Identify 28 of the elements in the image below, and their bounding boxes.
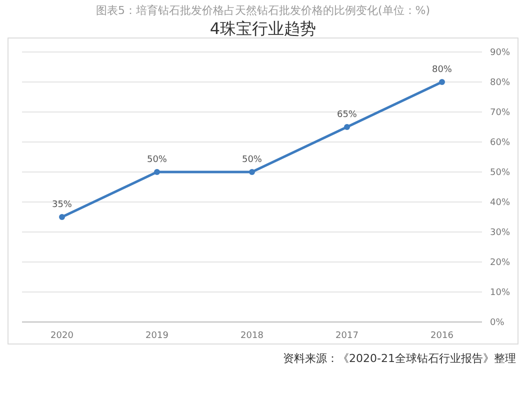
chart-subtitle: 图表5：培育钻石批发价格占天然钻石批发价格的比例变化(单位：%) (96, 4, 430, 17)
x-tick-label: 2018 (240, 331, 264, 341)
point (249, 169, 255, 175)
y-tick-label: 20% (490, 258, 510, 268)
point (154, 169, 160, 175)
y-tick-label: 90% (490, 48, 510, 58)
point (439, 79, 445, 85)
y-tick-label: 80% (490, 78, 510, 88)
data-label: 50% (242, 155, 262, 165)
data-label: 80% (432, 65, 452, 75)
x-tick-label: 2020 (50, 331, 74, 341)
x-tick-label: 2017 (336, 331, 358, 341)
x-tick-label: 2019 (146, 331, 169, 341)
point (59, 214, 65, 220)
y-tick-label: 30% (490, 228, 510, 238)
point (344, 124, 350, 130)
x-tick-label: 2016 (430, 331, 454, 341)
y-tick-label: 60% (490, 138, 510, 148)
data-label: 65% (336, 110, 358, 120)
text: 资料来源：《2020-21全球钻石行业报告》整理 (283, 352, 516, 365)
data-label: 35% (52, 200, 72, 210)
chart-title: 4珠宝行业趋势 (210, 19, 316, 38)
y-tick-label: 70% (490, 108, 510, 118)
y-tick-label: 0% (490, 318, 505, 328)
y-tick-label: 50% (490, 168, 510, 178)
data-label: 50% (146, 155, 168, 165)
y-tick-label: 40% (490, 198, 510, 208)
y-tick-label: 10% (490, 288, 510, 298)
